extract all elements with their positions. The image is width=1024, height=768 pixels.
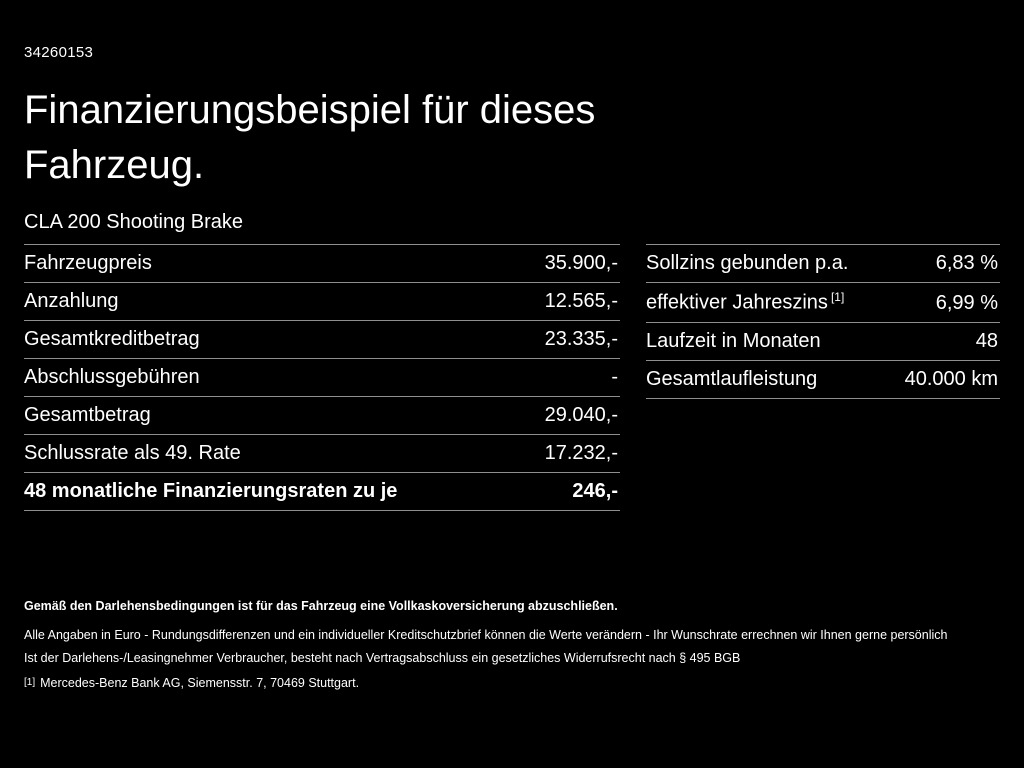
row-value: 40.000 km [904,368,998,391]
table-row: Fahrzeugpreis 35.900,- [24,244,620,282]
row-value: 23.335,- [544,328,618,351]
table-row-monthly-rate: 48 monatliche Finanzierungsraten zu je 2… [24,472,620,512]
footnote-text: Mercedes-Benz Bank AG, Siemensstr. 7, 70… [40,675,360,690]
row-value: 6,83 % [935,252,998,275]
row-value: 48 [975,330,998,353]
table-row: Schlussrate als 49. Rate 17.232,- [24,434,620,472]
vehicle-name: CLA 200 Shooting Brake [24,211,244,234]
footnote-bank: [1] Mercedes-Benz Bank AG, Siemensstr. 7,… [24,675,1000,692]
row-value: 12.565,- [544,290,618,313]
footnote-marker: [1] [24,676,36,688]
insurance-requirement-note: Gemäß den Darlehensbedingungen ist für d… [24,599,618,613]
row-label: Schlussrate als 49. Rate [24,442,241,465]
row-value: 29.040,- [544,404,618,427]
offer-id: 34260153 [24,44,94,61]
table-row: Gesamtbetrag 29.040,- [24,396,620,434]
row-label: Gesamtkreditbetrag [24,328,200,351]
row-label: 48 monatliche Finanzierungsraten zu je [24,480,398,503]
disclaimer-line-1: Alle Angaben in Euro - Rundungsdifferenz… [24,627,948,642]
row-value: 246,- [572,480,618,503]
table-row: Gesamtkreditbetrag 23.335,- [24,320,620,358]
row-value: 35.900,- [544,252,618,275]
table-row: Sollzins gebunden p.a. 6,83 % [646,244,1000,282]
row-value: 17.232,- [544,442,618,465]
row-label: Laufzeit in Monaten [646,330,821,353]
table-row: Laufzeit in Monaten 48 [646,322,1000,360]
row-label: Fahrzeugpreis [24,252,152,275]
row-label: Gesamtlaufleistung [646,368,818,391]
row-value: - [611,366,618,389]
row-label: Anzahlung [24,290,119,313]
finance-table-right: Sollzins gebunden p.a. 6,83 % effektiver… [646,244,1000,400]
row-label: effektiver Jahreszins [1] [646,290,845,315]
row-label: Sollzins gebunden p.a. [646,252,849,275]
disclaimer-line-2: Ist der Darlehens-/Leasingnehmer Verbrau… [24,650,741,665]
financing-tables: Fahrzeugpreis 35.900,- Anzahlung 12.565,… [24,244,1000,512]
page-title: Finanzierungsbeispiel für dieses Fahrzeu… [24,88,596,188]
finance-table-left: Fahrzeugpreis 35.900,- Anzahlung 12.565,… [24,244,620,512]
table-row: Gesamtlaufleistung 40.000 km [646,360,1000,400]
footnote-reference: [1] [830,290,845,305]
table-row: Anzahlung 12.565,- [24,282,620,320]
row-label: Abschlussgebühren [24,366,200,389]
row-label: Gesamtbetrag [24,404,151,427]
table-row: effektiver Jahreszins [1] 6,99 % [646,282,1000,322]
row-value: 6,99 % [935,292,998,315]
legal-footer: Gemäß den Darlehensbedingungen ist für d… [24,598,1000,692]
table-row: Abschlussgebühren - [24,358,620,396]
